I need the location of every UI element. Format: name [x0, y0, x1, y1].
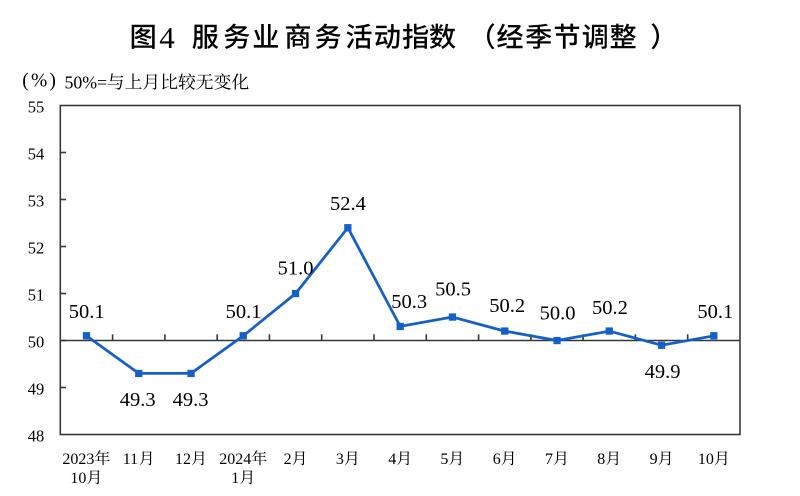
svg-text:48: 48 — [28, 427, 45, 446]
svg-text:50.1: 50.1 — [69, 301, 105, 323]
svg-text:4: 4 — [159, 20, 175, 55]
svg-text:50: 50 — [28, 333, 45, 352]
svg-text:4: 4 — [388, 451, 396, 468]
svg-text:50.3: 50.3 — [391, 291, 427, 313]
svg-text:50.2: 50.2 — [489, 295, 525, 317]
svg-text:10: 10 — [70, 470, 86, 487]
svg-text:8: 8 — [597, 451, 605, 468]
svg-text:10: 10 — [698, 451, 714, 468]
svg-text:2023: 2023 — [62, 451, 94, 468]
svg-text:2: 2 — [284, 451, 292, 468]
svg-text:49.9: 49.9 — [645, 361, 681, 383]
svg-text:52.4: 52.4 — [330, 193, 366, 215]
svg-text:(%): (%) — [22, 71, 58, 92]
svg-text:5: 5 — [440, 451, 448, 468]
svg-text:12: 12 — [175, 451, 191, 468]
svg-text:50.0: 50.0 — [540, 303, 576, 325]
svg-text:51.0: 51.0 — [278, 258, 314, 280]
svg-text:2024: 2024 — [219, 451, 251, 468]
svg-text:9: 9 — [650, 451, 658, 468]
svg-text:49: 49 — [28, 380, 45, 399]
svg-text:49.3: 49.3 — [173, 389, 209, 411]
svg-text:50.5: 50.5 — [435, 279, 471, 301]
svg-text:50%=: 50%= — [65, 72, 108, 92]
svg-text:52: 52 — [28, 239, 45, 258]
svg-text:49.3: 49.3 — [120, 389, 156, 411]
svg-text:50.1: 50.1 — [226, 301, 262, 323]
svg-text:3: 3 — [336, 451, 344, 468]
svg-text:50.2: 50.2 — [592, 297, 628, 319]
svg-text:54: 54 — [28, 145, 45, 164]
svg-text:11: 11 — [123, 451, 138, 468]
svg-text:50.1: 50.1 — [697, 301, 733, 323]
svg-text:55: 55 — [28, 98, 45, 117]
svg-text:51: 51 — [28, 286, 45, 305]
svg-text:6: 6 — [493, 451, 501, 468]
svg-text:7: 7 — [545, 451, 553, 468]
svg-text:1: 1 — [231, 470, 239, 487]
svg-text:53: 53 — [28, 192, 45, 211]
